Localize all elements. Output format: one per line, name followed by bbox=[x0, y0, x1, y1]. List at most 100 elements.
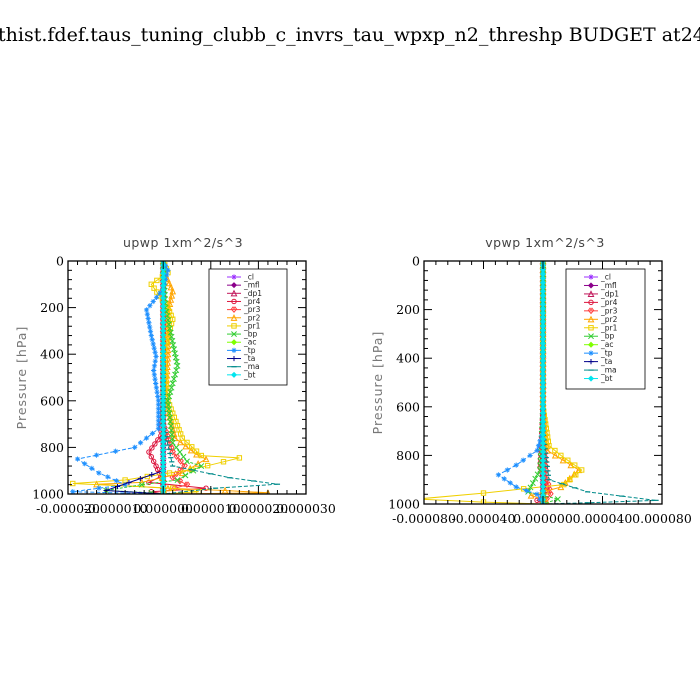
series-point-pr1 bbox=[546, 442, 552, 449]
series-point-pr1 bbox=[204, 462, 211, 469]
series-point-pr4 bbox=[155, 437, 161, 443]
series-point-tp bbox=[504, 467, 510, 473]
series-point-pr1 bbox=[520, 486, 527, 492]
x-tick-label: 0.000040 bbox=[573, 511, 633, 526]
series-point-ta bbox=[126, 479, 132, 486]
upwp-panel: upwp 1xm^2/s^3 Pressure [hPa] 0 200 400 600 80… bbox=[14, 235, 336, 516]
series-point-pr2 bbox=[177, 438, 184, 446]
series-point-pr1 bbox=[70, 480, 76, 487]
series-point-tp bbox=[143, 435, 150, 441]
series-point-tp bbox=[122, 482, 128, 488]
legend-marker bbox=[231, 274, 237, 280]
series-point-bp bbox=[174, 477, 181, 483]
legend-marker bbox=[231, 331, 237, 338]
series-point-tp bbox=[82, 461, 88, 467]
x-tick-label: 0.000030 bbox=[276, 501, 336, 516]
series-point-tp bbox=[155, 422, 162, 428]
plot-frame bbox=[67, 260, 307, 495]
series-point-pr2 bbox=[193, 450, 200, 458]
y-tick-label: 400 bbox=[40, 347, 64, 362]
series-point-bp bbox=[532, 475, 539, 482]
series-point-bp bbox=[169, 380, 176, 387]
series-point-bp bbox=[170, 376, 177, 382]
legend-label: _pr3 bbox=[600, 306, 618, 315]
series-point-pr3 bbox=[546, 485, 553, 493]
series-point-pr4 bbox=[146, 479, 152, 486]
series-point-tp bbox=[162, 277, 169, 283]
series-point-tp bbox=[534, 447, 540, 454]
legend-label: _bp bbox=[600, 332, 615, 341]
legend-label: _pr4 bbox=[600, 298, 618, 307]
series-point-tp bbox=[155, 426, 162, 432]
series-point-tp bbox=[153, 385, 159, 391]
y-tick-label: 1000 bbox=[388, 497, 420, 512]
y-axis-label: Pressure [hPa] bbox=[14, 326, 29, 430]
series-point-tp bbox=[148, 332, 154, 339]
series-point-tp bbox=[165, 267, 171, 273]
legend-marker bbox=[230, 282, 238, 289]
series-point-pr1 bbox=[573, 472, 579, 478]
series-point-tp bbox=[537, 438, 543, 444]
legend-marker bbox=[231, 323, 237, 329]
legend-marker bbox=[588, 333, 594, 340]
series-point-pr3 bbox=[169, 448, 176, 456]
series-point-tp bbox=[507, 480, 513, 486]
series-point-ta bbox=[137, 476, 143, 482]
series-point-tp bbox=[96, 485, 102, 491]
legend-marker bbox=[587, 282, 595, 289]
legend: _cl_mfl_dp1_pr4_pr3_pr2_pr1_bp_ac_tp_ta_… bbox=[208, 268, 288, 386]
series-point-bp bbox=[176, 449, 183, 456]
series-point-tp bbox=[93, 452, 100, 458]
series-point-tp bbox=[520, 457, 526, 463]
series-point-bp bbox=[167, 389, 174, 396]
legend-box bbox=[208, 268, 288, 386]
series-point-bp bbox=[138, 481, 145, 488]
legend-label: _pr2 bbox=[600, 315, 618, 324]
series-point-pr2 bbox=[202, 455, 210, 463]
series-point-pr1 bbox=[220, 459, 227, 465]
series-point-bp bbox=[173, 444, 180, 451]
series-point-tp bbox=[524, 488, 530, 494]
series-point-tp bbox=[150, 341, 156, 347]
series-point-pr4 bbox=[146, 449, 152, 455]
x-tick-label: 0.000010 bbox=[181, 501, 241, 516]
series-point-tp bbox=[149, 337, 155, 343]
series-point-tp bbox=[150, 298, 156, 305]
series-point-tp bbox=[147, 324, 153, 330]
legend-label: _ta bbox=[600, 357, 612, 366]
series-point-pr1 bbox=[565, 457, 571, 463]
series-point-tp bbox=[154, 389, 160, 395]
series-point-pr1 bbox=[552, 447, 558, 454]
series-point-pr1 bbox=[166, 470, 173, 476]
series-point-tp bbox=[155, 410, 162, 416]
legend: _cl_mfl_dp1_pr4_pr3_pr2_pr1_bp_ac_tp_ta_… bbox=[565, 268, 646, 390]
x-tick-label: 0.000080 bbox=[632, 511, 692, 526]
series-point-pr1 bbox=[198, 452, 204, 459]
series-point-pr4 bbox=[149, 445, 155, 451]
series-point-tp bbox=[143, 307, 150, 313]
y-tick-label: 1000 bbox=[32, 487, 64, 502]
series-point-pr1 bbox=[148, 281, 155, 288]
series-group bbox=[70, 261, 281, 494]
y-tick-label: 800 bbox=[40, 440, 64, 455]
series-point-pr2 bbox=[527, 491, 535, 499]
x-tick-label: 0.000000 bbox=[133, 501, 193, 516]
series-point-pr2 bbox=[182, 442, 190, 450]
series-point-bp bbox=[166, 393, 173, 400]
series-point-pr1 bbox=[236, 455, 243, 461]
legend-label: _mfl bbox=[243, 281, 260, 290]
series-group bbox=[424, 261, 659, 504]
series-point-tp bbox=[155, 414, 162, 420]
series-line-ma bbox=[542, 261, 657, 504]
legend-marker bbox=[231, 355, 237, 362]
series-point-tp bbox=[147, 303, 153, 309]
legend-label: _pr2 bbox=[243, 313, 261, 322]
series-point-tp bbox=[145, 315, 151, 322]
legend-marker bbox=[587, 307, 595, 315]
series-point-tp bbox=[513, 462, 519, 468]
series-point-pr2 bbox=[551, 451, 559, 459]
series-point-pr1 bbox=[154, 277, 160, 284]
series-point-tp bbox=[527, 452, 533, 458]
series-point-pr1 bbox=[561, 481, 567, 488]
series-point-pr2 bbox=[265, 489, 271, 494]
